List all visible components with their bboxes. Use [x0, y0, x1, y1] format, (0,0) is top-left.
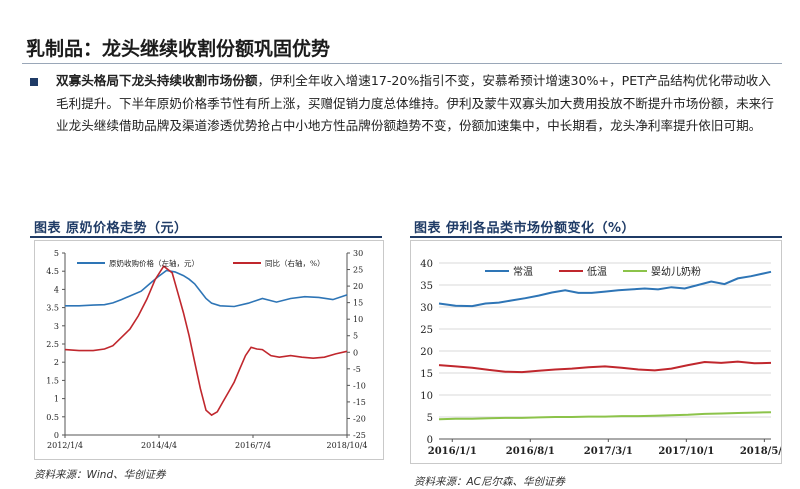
- title-divider: [22, 63, 782, 64]
- y-tick-label: 5: [427, 413, 433, 424]
- right-y-tick-label: 20: [353, 282, 363, 291]
- right-y-tick-label: 30: [353, 249, 363, 258]
- right-figure-rule: [410, 236, 782, 238]
- x-tick-label: 2018/10/4: [326, 441, 367, 450]
- x-tick-label: 2018/5/1: [740, 446, 781, 457]
- right-y-tick-label: -15: [353, 398, 366, 407]
- y-tick-label: 35: [420, 281, 433, 292]
- x-tick-label: 2014/4/4: [141, 441, 177, 450]
- x-tick-label: 2012/1/4: [47, 441, 83, 450]
- left-y-tick-label: 3: [54, 322, 59, 331]
- left-y-tick-label: 1: [54, 395, 59, 404]
- y-tick-label: 15: [420, 369, 433, 380]
- x-tick-label: 2016/8/1: [506, 446, 555, 457]
- legend-label-1: 低温: [587, 265, 607, 278]
- left-y-tick-label: 3.5: [46, 304, 59, 313]
- left-y-tick-label: 4: [54, 285, 59, 294]
- right-y-tick-label: -5: [353, 365, 361, 374]
- left-y-tick-label: 2.5: [46, 340, 59, 349]
- summary-paragraph: 双寡头格局下龙头持续收割市场份额，伊利全年收入增速17-20%指引不变，安慕希预…: [56, 70, 774, 138]
- right-figure-title: 图表 伊利各品类市场份额变化（%）: [414, 221, 636, 236]
- left-y-tick-label: 1.5: [46, 376, 59, 385]
- y-tick-label: 0: [427, 435, 433, 446]
- right-y-tick-label: -25: [353, 431, 366, 440]
- series-line-yoy: [64, 265, 348, 417]
- right-y-tick-label: 5: [353, 332, 358, 341]
- right-y-tick-label: 15: [353, 299, 363, 308]
- series-line-0: [438, 270, 772, 308]
- left-y-tick-label: 0.5: [46, 413, 59, 422]
- summary-bold: 双寡头格局下龙头持续收割市场份额: [56, 73, 258, 88]
- x-tick-label: 2016/7/4: [235, 441, 271, 450]
- right-y-tick-label: -20: [353, 414, 366, 423]
- right-chart: 0 5 10 15 20 25 30 35 40 2016/1/1 2016/8/1 2017/3/1…: [420, 259, 789, 457]
- left-source: 资料来源：Wind、华创证券: [34, 469, 166, 481]
- y-tick-label: 30: [420, 303, 433, 314]
- left-y-tick-label: 0: [54, 431, 59, 440]
- left-figure-title: 图表 原奶价格走势（元）: [34, 221, 188, 236]
- left-y-tick-label: 5: [54, 249, 59, 258]
- left-y-tick-label: 4.5: [46, 267, 59, 276]
- right-y-tick-label: 10: [353, 315, 363, 324]
- y-tick-label: 10: [420, 391, 433, 402]
- x-tick-label: 2017/3/1: [584, 446, 633, 457]
- legend-label-yoy: 同比（右轴，%）: [265, 258, 325, 268]
- left-chart-frame: 0 0.5 1 1.5 2 2.5 3 3.5 4 4.5 5 30 25 20 15 10 5 0 -5 -10 -1…: [34, 240, 384, 460]
- x-tick-label: 2016/1/1: [428, 446, 477, 457]
- summary-text: ，伊利全年收入增速17-20%指引不变，安慕希预计增速30%+，PET产品结构优…: [56, 73, 774, 133]
- y-tick-label: 40: [420, 259, 433, 270]
- series-line-1: [438, 360, 772, 374]
- series-line-2: [438, 411, 772, 421]
- legend-label-price: 原奶收购价格（左轴，元）: [109, 258, 199, 268]
- right-y-tick-label: 0: [353, 348, 358, 357]
- page-title: 乳制品：龙头继续收割份额巩固优势: [26, 38, 331, 60]
- y-tick-label: 25: [420, 325, 433, 336]
- series-line-raw-milk-price: [65, 269, 348, 308]
- x-tick-label: 2017/10/1: [658, 446, 714, 457]
- right-chart-frame: 0 5 10 15 20 25 30 35 40 2016/1/1 2016/8/1 2017/3/1…: [410, 240, 789, 464]
- left-y-tick-label: 2: [54, 358, 59, 367]
- right-y-tick-label: -10: [353, 381, 366, 390]
- y-tick-label: 20: [420, 347, 433, 358]
- legend-label-2: 婴幼儿奶粉: [651, 265, 701, 278]
- left-chart: 0 0.5 1 1.5 2 2.5 3 3.5 4 4.5 5 30 25 20 15 10 5 0 -5 -10 -1…: [46, 249, 367, 450]
- bullet-square: [30, 78, 38, 86]
- legend-label-0: 常温: [513, 265, 533, 278]
- right-y-tick-label: 25: [353, 266, 363, 275]
- right-source: 资料来源：AC尼尔森、华创证券: [414, 476, 566, 488]
- left-figure-rule: [30, 236, 382, 238]
